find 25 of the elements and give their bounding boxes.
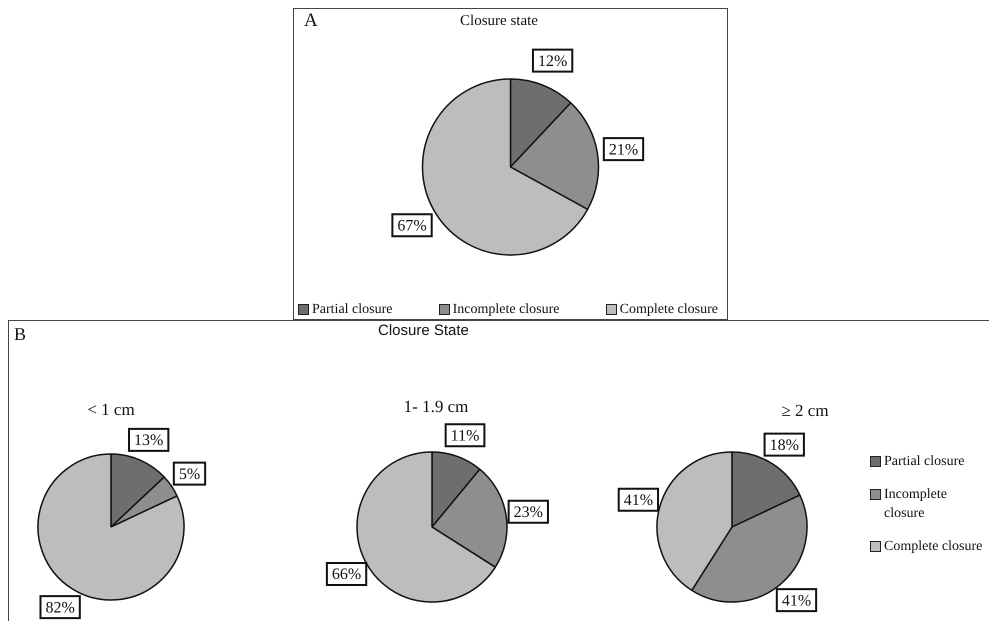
text: Closure State [378,322,469,339]
data-label: 21% [608,141,638,158]
text: B [14,324,26,345]
data-label: 11% [450,427,480,444]
legend-label: Partial closure [312,301,392,319]
data-label: 23% [514,504,543,521]
chart-title: Closure state [460,13,538,30]
legend-label: Complete closure [620,301,718,319]
data-label: 12% [538,52,568,70]
chart-title: 1- 1.9 cm [404,397,468,417]
data-label: 41% [782,592,812,610]
text: A [304,10,318,32]
legend-label: Incomplete closure [452,301,560,319]
data-label: 13% [134,432,164,450]
legend-label: Complete closure [884,538,982,556]
data-label: 67% [397,217,427,234]
legend-label: Incomplete closure [884,486,948,523]
legend-label: Partial closure [884,453,964,471]
chart-title: < 1 cm [87,400,135,420]
data-label: 41% [624,492,654,509]
chart-title: ≥ 2 cm [781,401,829,421]
data-label: 5% [178,466,200,483]
data-label: 66% [332,566,362,584]
data-label: 82% [45,599,75,616]
data-label: 18% [770,436,799,454]
